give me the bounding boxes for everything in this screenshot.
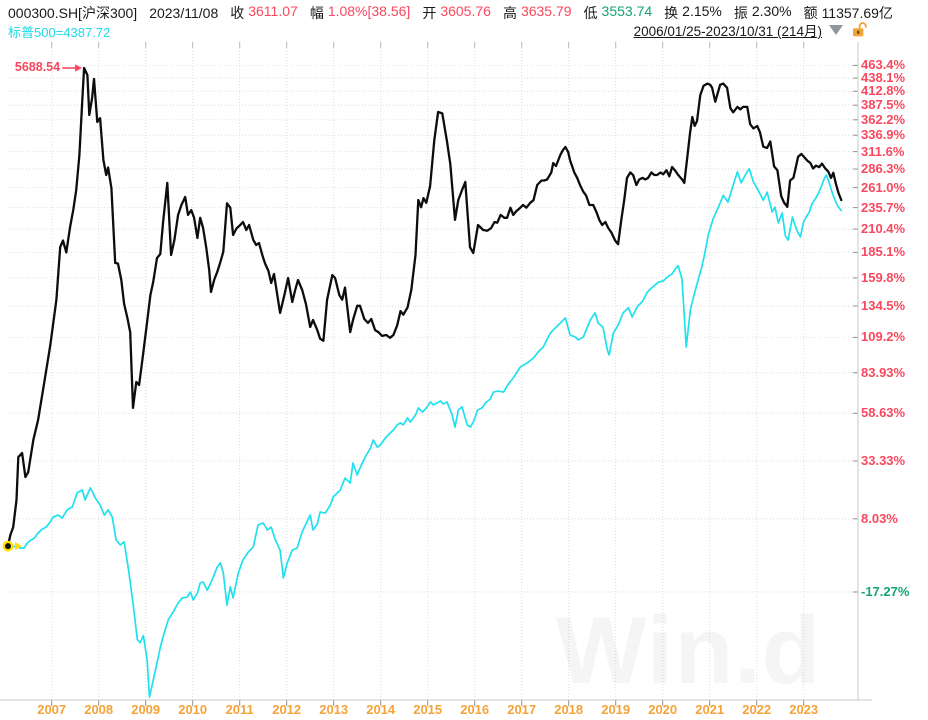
quote-field-label: 收 (230, 5, 245, 21)
x-axis-tick-label: 2009 (131, 702, 161, 717)
x-axis-tick-label: 2012 (272, 702, 302, 717)
y-axis-tick-label: 463.4% (861, 57, 906, 73)
y-axis-tick-label: 83.93% (861, 364, 906, 380)
quote-header: 000300.SH[沪深300] 2023/11/08 收 3611.07 幅 1.0… (8, 3, 893, 23)
quote-field: 换 2.15% (664, 3, 722, 23)
max-price-annotation: 5688.54 (14, 60, 61, 74)
y-axis-tick-label: -17.27% (861, 584, 910, 599)
quote-field-label: 开 (422, 5, 437, 21)
lock-open-icon[interactable] (850, 21, 868, 39)
x-axis-tick-label: 2019 (601, 702, 631, 717)
y-axis-tick-label: 109.2% (861, 329, 906, 345)
series-line (7, 167, 843, 699)
y-axis-tick-label: 387.5% (861, 97, 906, 113)
x-axis-tick-label: 2010 (178, 702, 208, 717)
x-axis-tick-label: 2016 (460, 702, 490, 717)
quote-field-value: 3605.76 (440, 3, 491, 19)
x-axis-tick-label: 2020 (648, 702, 678, 717)
x-axis-tick-label: 2014 (366, 702, 396, 717)
wind-watermark: Win.d (556, 597, 822, 704)
quote-field-value: 3553.74 (601, 3, 653, 19)
x-axis-tick-label: 2007 (37, 702, 67, 717)
quote-field-label: 额 (803, 5, 818, 21)
quote-field-value: 1.08%[38.56] (327, 3, 411, 19)
quote-field-value: 3611.07 (248, 3, 298, 19)
y-axis-tick-label: 311.6% (861, 143, 905, 159)
quote-field: 振 2.30% (734, 3, 792, 23)
chevron-down-icon[interactable] (829, 25, 843, 35)
quote-field: 开 3605.76 (422, 3, 491, 23)
y-axis-tick-label: 134.5% (861, 298, 906, 313)
quote-field-label: 幅 (309, 5, 324, 21)
quote-field: 幅 1.08%[38.56] (310, 3, 411, 23)
quote-field-label: 换 (664, 5, 679, 21)
x-axis-tick-label: 2011 (225, 702, 254, 717)
quote-field-value: 11357.69亿 (821, 5, 893, 21)
y-axis-tick-label: 412.8% (861, 83, 906, 99)
quote-field: 低 3553.74 (584, 3, 653, 23)
y-axis-tick-label: 58.63% (861, 405, 906, 421)
y-axis-tick-label: 235.7% (861, 199, 906, 215)
y-axis-tick-label: 438.1% (861, 70, 906, 86)
quote-field-label: 高 (502, 5, 517, 21)
quote-field-value: 3635.79 (520, 3, 572, 19)
quote-field: 收 3611.07 (230, 3, 298, 23)
x-axis-tick-label: 2023 (789, 702, 819, 717)
quote-field: 额 11357.69亿 (804, 3, 893, 23)
y-axis-tick-label: 336.9% (861, 127, 906, 143)
x-axis-tick-label: 2022 (742, 702, 772, 717)
x-axis-tick-label: 2015 (413, 702, 443, 717)
quote-date: 2023/11/08 (149, 5, 219, 21)
quote-field: 高 3635.79 (503, 3, 572, 23)
y-axis-tick-label: 261.0% (861, 179, 906, 195)
y-axis-tick-label: 33.33% (861, 453, 906, 468)
series-line (6, 66, 843, 548)
quote-field-value: 2.15% (682, 3, 722, 19)
y-axis-tick-label: 159.8% (861, 269, 906, 285)
quote-field-value: 2.30% (751, 3, 792, 19)
x-axis-tick-label: 2017 (507, 702, 537, 717)
x-axis-tick-label: 2018 (554, 702, 584, 717)
date-range-label[interactable]: 2006/01/25-2023/10/31 (214月) (633, 24, 822, 39)
y-axis-tick-label: 286.3% (861, 161, 906, 176)
x-axis-tick-label: 2021 (695, 702, 725, 717)
quote-field-label: 低 (583, 5, 598, 21)
x-axis-tick-label: 2013 (319, 702, 349, 717)
quote-field-label: 振 (733, 5, 748, 21)
quote-fields: 收 3611.07 幅 1.08%[38.56] 开 3605.76 高 3635.79 低 35… (230, 3, 893, 23)
overlay-series-label: 标普500=4387.72 (8, 25, 111, 40)
date-range-selector[interactable]: 2006/01/25-2023/10/31 (214月) (634, 20, 868, 40)
y-axis-tick-label: 362.2% (861, 111, 906, 127)
y-axis-tick-label: 185.1% (861, 244, 906, 260)
y-axis-tick-label: 8.03% (861, 510, 898, 526)
symbol-label: 000300.SH[沪深300] (8, 5, 138, 21)
y-axis-tick-label: 210.4% (861, 221, 906, 237)
x-axis-tick-label: 2008 (84, 702, 114, 717)
